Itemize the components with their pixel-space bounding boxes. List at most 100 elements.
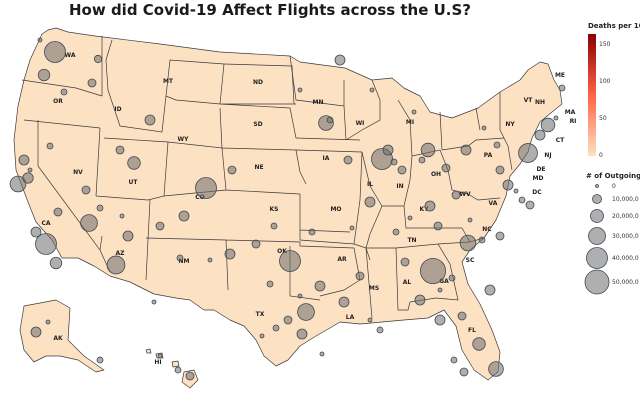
airport-bubble [60,88,68,96]
state-label-ky: KY [420,206,430,213]
airport-bubble [22,172,34,184]
airport-bubble [364,196,376,208]
airport-bubble [266,280,274,288]
airport-bubble [502,179,514,191]
airport-bubble [93,54,103,64]
airport-bubble [106,255,126,275]
airport-bubble [434,314,446,326]
airport-bubble [297,303,315,321]
state-label-ms: MS [369,285,379,292]
state-label-mn: MN [313,99,324,106]
airport-bubble [407,215,413,221]
airport-bubble [144,114,156,126]
legend: Deaths per 100 150 100 50 0 # of Outgoing 0… [584,22,640,295]
colorbar-tick: 150 [599,41,611,48]
state-label-ma: MA [565,109,576,116]
colorbar-tick: 50 [599,115,607,122]
airport-bubble [495,165,505,175]
state-label-nm: NM [179,258,190,265]
state-label-az: AZ [116,250,126,257]
airport-bubble [400,257,410,267]
airport-bubble [122,230,134,242]
airport-bubble [174,366,182,374]
airport-bubble [53,207,63,217]
state-label-ia: IA [323,155,330,162]
airport-bubble [80,214,98,232]
state-label-ct: CT [556,137,565,144]
colorbar-title: Deaths per 100 [588,22,640,30]
state-label-ca: CA [41,220,50,227]
airport-bubble [9,175,27,193]
state-label-co: CO [195,194,205,201]
size-legend-circle [590,209,604,223]
airport-bubble [119,213,125,219]
map-title: How did Covid-19 Affect Flights across t… [69,1,471,19]
state-labels: WA OR ID MT ND MN WI MI SD WY NV CA UT CO NE IA IL IN OH PA… [41,52,576,366]
state-label-or: OR [53,98,63,105]
state-label-wa: WA [65,52,76,59]
airport-bubble [419,257,446,284]
airport-bubble [441,163,451,173]
airport-bubble [448,274,456,282]
state-label-al: AL [403,279,412,286]
airport-bubble [355,271,365,281]
airport-bubble [157,353,163,359]
airport-bubble [326,116,334,124]
size-legend-label: 10,000,0 [612,196,639,203]
airport-bubble [411,109,417,115]
size-legend-title: # of Outgoing [586,172,640,180]
airport-bubble [392,228,400,236]
airport-bubble [176,254,184,262]
size-legend-label: 0 [612,183,616,190]
airport-bubble [30,226,42,238]
airport-bubble [49,256,63,270]
airport-bubble [488,361,504,377]
colorbar-tick: 0 [599,152,603,159]
airport-bubble [472,337,486,351]
airport-bubble [45,319,51,325]
airport-bubble [319,351,325,357]
state-label-ok: OK [277,248,287,255]
airport-bubble [540,117,556,133]
hawaii-kauai [145,348,152,354]
airport-bubble [518,196,526,204]
airport-bubble [397,165,407,175]
state-label-fl: FL [468,327,476,334]
state-label-ri: RI [570,118,577,125]
state-label-wi: WI [356,120,365,127]
airport-bubble [349,225,355,231]
state-label-sd: SD [253,121,262,128]
airport-bubble [451,190,461,200]
state-label-md: MD [533,175,544,182]
state-label-ks: KS [270,206,279,213]
airport-bubble [553,115,559,121]
state-label-tx: TX [256,311,265,318]
airport-bubble [450,356,458,364]
airport-bubble [35,233,57,255]
size-legend-circle [586,247,608,269]
airport-bubble [30,326,42,338]
state-label-la: LA [346,314,355,321]
state-label-mi: MI [406,119,414,126]
airport-bubble [460,144,472,156]
airport-bubble [37,68,51,82]
hawaii-maui [171,360,180,368]
size-legend-circle [595,184,599,188]
state-label-sc: SC [466,257,475,264]
airport-bubble [27,167,33,173]
airport-bubble [525,200,535,210]
airport-bubble [459,234,477,252]
colorbar [588,34,596,156]
state-label-il: IL [367,181,373,188]
airport-bubble [414,294,426,306]
airport-bubble [227,165,237,175]
airport-bubble [493,141,501,149]
airport-bubble [46,142,54,150]
state-label-dc: DC [532,189,542,196]
state-label-hi: HI [154,359,161,366]
state-label-tn: TN [407,237,416,244]
airport-bubble [484,284,496,296]
state-label-ga: GA [439,278,449,285]
airport-bubble [87,78,97,88]
